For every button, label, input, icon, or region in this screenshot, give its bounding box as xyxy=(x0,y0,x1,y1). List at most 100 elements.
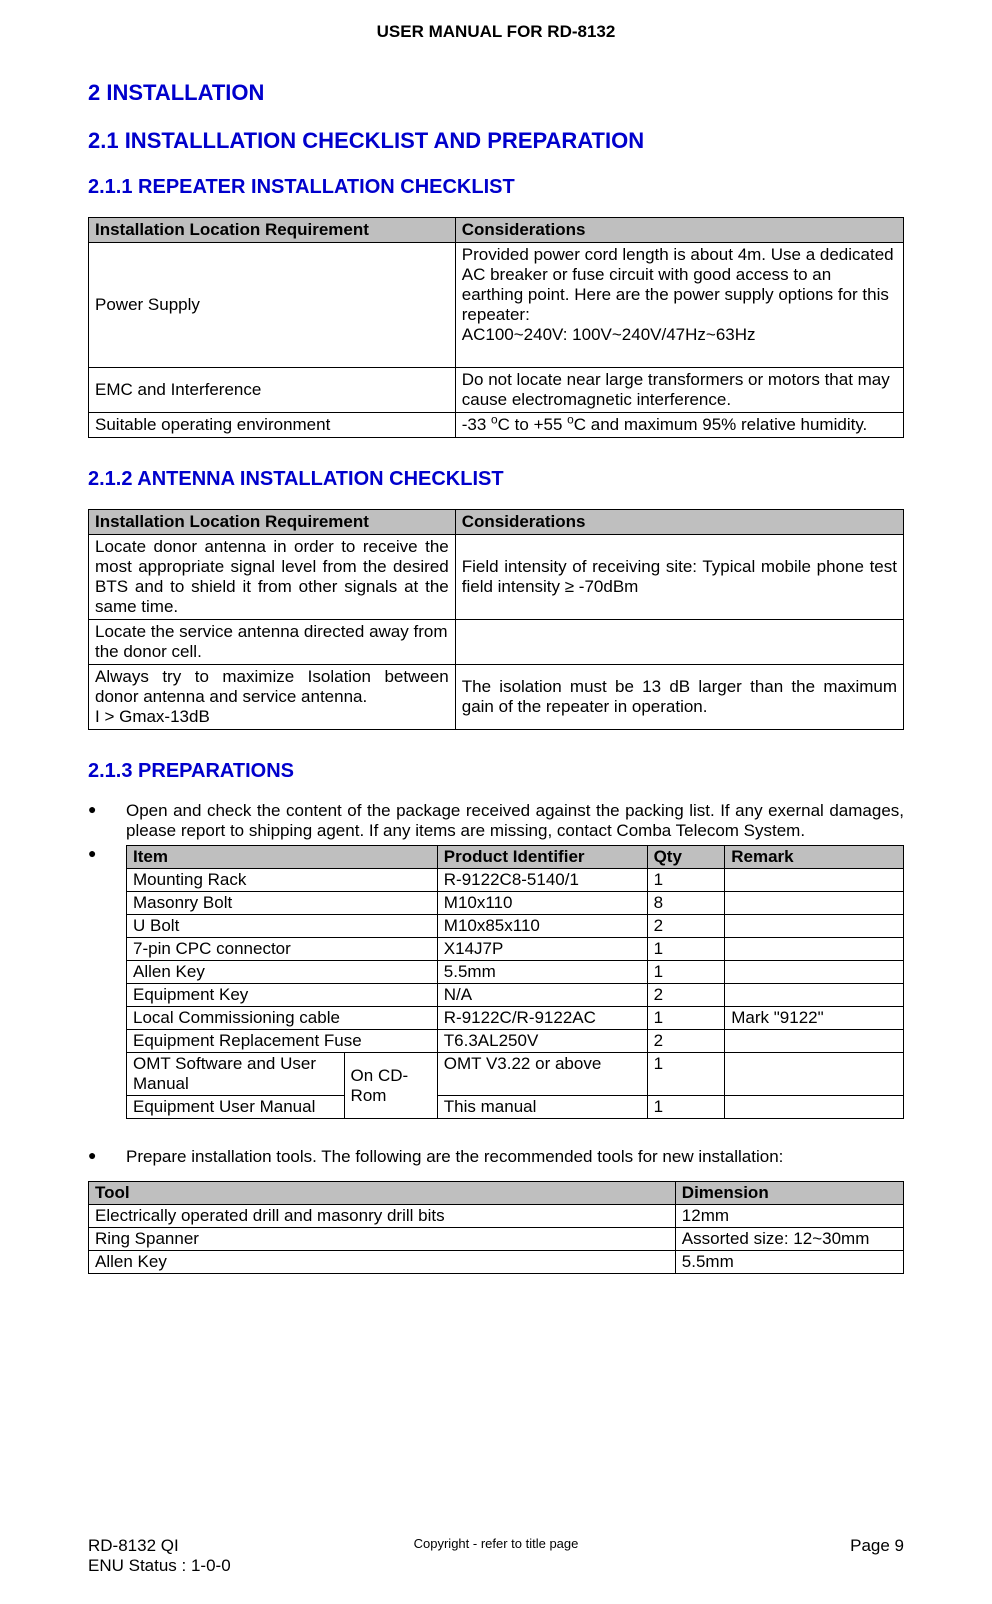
table-cell: 7-pin CPC connector xyxy=(127,938,438,961)
footer-status: ENU Status : 1-0-0 xyxy=(88,1556,231,1576)
table-header: Item xyxy=(127,846,438,869)
table-cell: T6.3AL250V xyxy=(437,1030,647,1053)
table-cell: 8 xyxy=(647,892,725,915)
repeater-checklist-table: Installation Location Requirement Consid… xyxy=(88,217,904,438)
table-cell: R-9122C8-5140/1 xyxy=(437,869,647,892)
table-cell xyxy=(725,892,904,915)
cell-line: Always try to maximize Isolation between… xyxy=(95,667,449,707)
table-cell xyxy=(725,869,904,892)
table-cell: OMT V3.22 or above xyxy=(437,1053,647,1096)
table-row: Local Commissioning cable R-9122C/R-9122… xyxy=(127,1007,904,1030)
table-cell-merged: On CD-Rom xyxy=(344,1053,437,1119)
table-row: Ring Spanner Assorted size: 12~30mm xyxy=(89,1228,904,1251)
cell-line: Provided power cord length is about 4m. … xyxy=(462,245,897,325)
table-cell: 1 xyxy=(647,1007,725,1030)
table-cell: Equipment User Manual xyxy=(127,1096,345,1119)
table-row: Equipment User Manual This manual 1 xyxy=(127,1096,904,1119)
table-header: Product Identifier xyxy=(437,846,647,869)
table-cell: Mounting Rack xyxy=(127,869,438,892)
table-header: Considerations xyxy=(455,218,903,243)
cell-line xyxy=(462,345,897,365)
page-footer: RD-8132 QI ENU Status : 1-0-0 Copyright … xyxy=(88,1536,904,1576)
table-row: OMT Software and User Manual On CD-Rom O… xyxy=(127,1053,904,1096)
table-cell: This manual xyxy=(437,1096,647,1119)
table-cell: Do not locate near large transformers or… xyxy=(455,368,903,413)
table-row: Allen Key 5.5mm 1 xyxy=(127,961,904,984)
table-header: Remark xyxy=(725,846,904,869)
table-cell xyxy=(725,1030,904,1053)
page-header-title: USER MANUAL FOR RD-8132 xyxy=(88,22,904,42)
table-cell: 12mm xyxy=(675,1205,903,1228)
table-header: Installation Location Requirement xyxy=(89,218,456,243)
table-cell: X14J7P xyxy=(437,938,647,961)
table-cell: Field intensity of receiving site: Typic… xyxy=(455,535,903,620)
table-cell: R-9122C/R-9122AC xyxy=(437,1007,647,1030)
table-cell: Locate donor antenna in order to receive… xyxy=(89,535,456,620)
table-cell xyxy=(725,938,904,961)
cell-line: AC100~240V: 100V~240V/47Hz~63Hz xyxy=(462,325,897,345)
table-row: Mounting Rack R-9122C8-5140/1 1 xyxy=(127,869,904,892)
table-cell xyxy=(725,1096,904,1119)
table-cell: 1 xyxy=(647,1096,725,1119)
table-cell: 2 xyxy=(647,984,725,1007)
table-cell: Local Commissioning cable xyxy=(127,1007,438,1030)
table-row: Masonry Bolt M10x110 8 xyxy=(127,892,904,915)
table-cell: 5.5mm xyxy=(437,961,647,984)
tool-table: Tool Dimension Electrically operated dri… xyxy=(88,1181,904,1274)
table-cell: Provided power cord length is about 4m. … xyxy=(455,243,903,368)
antenna-checklist-table: Installation Location Requirement Consid… xyxy=(88,509,904,730)
table-cell: Mark "9122" xyxy=(725,1007,904,1030)
subsection-heading: 2.1 INSTALLLATION CHECKLIST AND PREPARAT… xyxy=(88,128,904,154)
table-header: Tool xyxy=(89,1182,676,1205)
table-cell: Assorted size: 12~30mm xyxy=(675,1228,903,1251)
subsub-heading-211: 2.1.1 REPEATER INSTALLATION CHECKLIST xyxy=(88,176,904,199)
table-cell: -33 oC to +55 oC and maximum 95% relativ… xyxy=(455,413,903,438)
table-cell: 1 xyxy=(647,1053,725,1096)
table-row: Allen Key 5.5mm xyxy=(89,1251,904,1274)
table-row: 7-pin CPC connector X14J7P 1 xyxy=(127,938,904,961)
subsub-heading-212: 2.1.2 ANTENNA INSTALLATION CHECKLIST xyxy=(88,468,904,491)
table-cell xyxy=(725,915,904,938)
bullet-item: Prepare installation tools. The followin… xyxy=(88,1147,904,1167)
table-cell: EMC and Interference xyxy=(89,368,456,413)
table-row: U Bolt M10x85x110 2 xyxy=(127,915,904,938)
table-header: Dimension xyxy=(675,1182,903,1205)
table-header: Installation Location Requirement xyxy=(89,510,456,535)
table-cell: Suitable operating environment xyxy=(89,413,456,438)
table-cell: 1 xyxy=(647,869,725,892)
table-cell: The isolation must be 13 dB larger than … xyxy=(455,665,903,730)
table-cell: 1 xyxy=(647,938,725,961)
table-cell xyxy=(725,961,904,984)
table-cell: 1 xyxy=(647,961,725,984)
bullet-item: Item Product Identifier Qty Remark Mount… xyxy=(88,845,904,1119)
table-cell: OMT Software and User Manual xyxy=(127,1053,345,1096)
table-cell: Power Supply xyxy=(89,243,456,368)
table-cell: M10x85x110 xyxy=(437,915,647,938)
table-row: Equipment Key N/A 2 xyxy=(127,984,904,1007)
table-cell: Allen Key xyxy=(89,1251,676,1274)
table-cell: 5.5mm xyxy=(675,1251,903,1274)
table-cell xyxy=(725,984,904,1007)
table-cell xyxy=(725,1053,904,1096)
table-cell: Equipment Replacement Fuse xyxy=(127,1030,438,1053)
table-cell: U Bolt xyxy=(127,915,438,938)
table-cell: N/A xyxy=(437,984,647,1007)
table-cell: 2 xyxy=(647,915,725,938)
table-cell: Always try to maximize Isolation between… xyxy=(89,665,456,730)
bullet-item: Open and check the content of the packag… xyxy=(88,801,904,841)
table-cell: Allen Key xyxy=(127,961,438,984)
cell-line: I > Gmax-13dB xyxy=(95,707,449,727)
packing-list-table: Item Product Identifier Qty Remark Mount… xyxy=(126,845,904,1119)
table-cell: Masonry Bolt xyxy=(127,892,438,915)
table-header: Considerations xyxy=(455,510,903,535)
footer-copyright: Copyright - refer to title page xyxy=(88,1536,904,1551)
table-row: Electrically operated drill and masonry … xyxy=(89,1205,904,1228)
table-header: Qty xyxy=(647,846,725,869)
table-cell: Equipment Key xyxy=(127,984,438,1007)
subsub-heading-213: 2.1.3 PREPARATIONS xyxy=(88,760,904,783)
table-cell: Electrically operated drill and masonry … xyxy=(89,1205,676,1228)
section-heading: 2 INSTALLATION xyxy=(88,80,904,106)
table-row: Equipment Replacement Fuse T6.3AL250V 2 xyxy=(127,1030,904,1053)
table-cell: Locate the service antenna directed away… xyxy=(89,620,456,665)
table-cell xyxy=(455,620,903,665)
